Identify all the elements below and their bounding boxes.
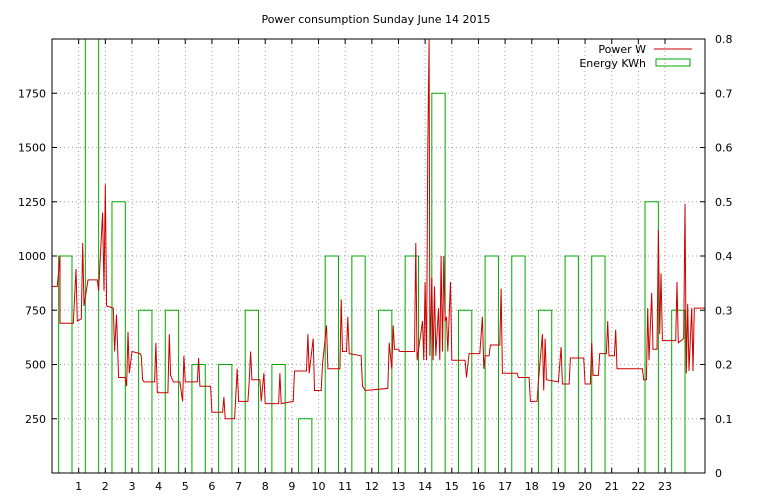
energy-bar [591,255,606,474]
legend-energy-swatch [655,58,691,67]
energy-bar [191,364,206,474]
x-tick-label: 16 [471,480,485,493]
energy-bar [351,255,366,474]
power-series-line [52,38,705,420]
energy-bar [271,364,286,474]
x-tick-label: 3 [128,480,135,493]
grid-lines [52,39,705,473]
y2-tick-label: 0.4 [715,250,733,263]
energy-bar [244,309,260,474]
y-tick-label: 500 [25,359,46,372]
x-tick-label: 21 [605,480,619,493]
x-tick-label: 22 [631,480,645,493]
x-tick-label: 11 [338,480,352,493]
y-tick-label: 1250 [18,196,46,209]
y-tick-label: 1000 [18,250,46,263]
x-tick-label: 10 [312,480,326,493]
x-tick-label: 20 [578,480,592,493]
x-tick-label: 12 [365,480,379,493]
y2-tick-label: 0.1 [715,413,733,426]
x-tick-label: 23 [658,480,672,493]
x-tick-label: 2 [102,480,109,493]
x-tick-label: 17 [498,480,512,493]
y-tick-label: 1750 [18,87,46,100]
energy-bar [164,309,180,474]
x-tick-label: 19 [551,480,565,493]
energy-bar [457,309,473,474]
y2-tick-label: 0.3 [715,304,733,317]
energy-bar [298,418,313,474]
chart-title: Power consumption Sunday June 14 2015 [261,13,490,26]
x-tick-label: 9 [288,480,295,493]
x-axis: 1 2 3 4 5 6 7 8 9 10 11 12 13 14 15 16 17 18 19 20 21 22 23 [75,39,672,493]
x-tick-label: 18 [525,480,539,493]
y-tick-label: 1500 [18,142,46,155]
x-tick-label: 13 [391,480,405,493]
x-tick-label: 5 [182,480,189,493]
y-axis-left: 250 500 750 1000 1250 1500 1750 [18,87,57,426]
x-tick-label: 14 [418,480,432,493]
legend-energy-label: Energy KWh [579,57,646,70]
y2-tick-label: 0.2 [715,359,733,372]
y2-tick-label: 0 [715,467,722,480]
x-tick-label: 7 [235,480,242,493]
y2-tick-label: 0.5 [715,196,733,209]
energy-bar [537,309,553,474]
y-tick-label: 750 [25,304,46,317]
x-tick-label: 15 [445,480,459,493]
x-tick-label: 1 [75,480,82,493]
y-tick-label: 250 [25,413,46,426]
energy-bar [378,309,393,474]
energy-bar [138,309,153,474]
y2-tick-label: 0.7 [715,87,733,100]
y-axis-right: 0 0.1 0.2 0.3 0.4 0.5 0.6 0.7 0.8 [700,33,733,480]
x-tick-label: 8 [262,480,269,493]
y2-tick-label: 0.8 [715,33,733,46]
energy-bar [511,255,526,474]
legend-power-label: Power W [598,43,646,56]
y2-tick-label: 0.6 [715,142,733,155]
x-tick-label: 6 [208,480,215,493]
x-tick-label: 4 [155,480,162,493]
legend: Power W Energy KWh [579,43,692,70]
